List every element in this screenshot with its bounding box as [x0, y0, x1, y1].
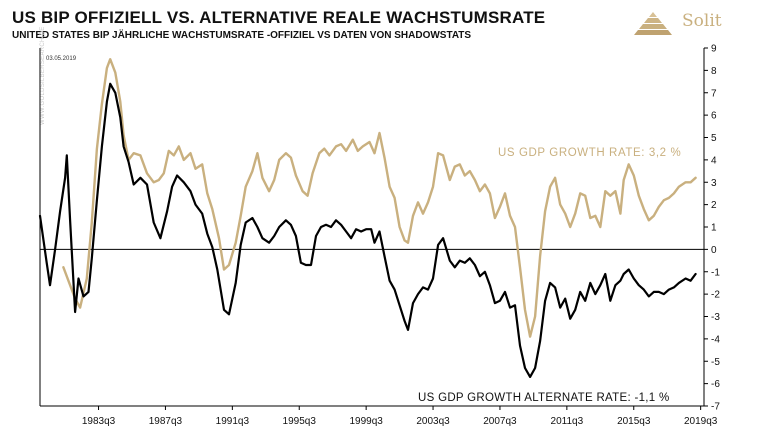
x-tick-label: 2015q3 [617, 416, 651, 427]
y-tick-label: 1 [711, 223, 717, 234]
y-tick-label: -6 [711, 379, 720, 390]
x-tick-label: 1987q3 [149, 416, 183, 427]
y-tick-label: 2 [711, 200, 717, 211]
x-tick-label: 2003q3 [416, 416, 450, 427]
x-tick-label: 2019q3 [684, 416, 718, 427]
y-tick-label: 3 [711, 178, 717, 189]
official-rate-label: US GDP GROWTH RATE: 3,2 % [498, 147, 681, 159]
y-axis: 9 8 7 6 5 4 3 2 1 0 -1 -2 -3 -4 -5 -6 -7 [704, 44, 720, 413]
x-tick-label: 2007q3 [483, 416, 517, 427]
y-tick-label: -2 [711, 290, 720, 301]
x-tick-label: 1991q3 [216, 416, 250, 427]
y-tick-label: 8 [711, 66, 717, 77]
alternate-rate-label: US GDP GROWTH ALTERNATE RATE: -1,1 % [418, 392, 670, 404]
brand-name: Solit [682, 11, 722, 31]
y-tick-label: 5 [711, 133, 717, 144]
chart-title: US BIP OFFIZIELL VS. ALTERNATIVE REALE W… [12, 8, 546, 27]
alternate-growth-line [38, 82, 697, 378]
y-tick-label: 4 [711, 155, 717, 166]
official-growth-line [62, 58, 697, 338]
plot-frame [39, 48, 705, 407]
y-tick-label: -3 [711, 312, 720, 323]
y-tick-label: 9 [711, 44, 717, 55]
y-tick-label: -4 [711, 334, 720, 345]
y-tick-label: -1 [711, 267, 720, 278]
x-tick-label: 1999q3 [349, 416, 383, 427]
x-tick-label: 1995q3 [283, 416, 317, 427]
pyramid-icon [634, 12, 672, 35]
y-tick-label: -5 [711, 357, 720, 368]
x-axis: 1983q3 1987q3 1991q3 1995q3 1999q3 2003q3 2007… [82, 406, 718, 427]
y-tick-label: 7 [711, 88, 717, 99]
chart-subtitle: UNITED STATES BIP JÄHRLICHE WACHSTUMSRAT… [12, 30, 472, 41]
y-tick-label: -7 [711, 402, 720, 413]
date-label: 03.05.2019 [46, 56, 77, 62]
series-group [38, 58, 697, 378]
x-tick-label: 2011q3 [551, 416, 584, 427]
x-tick-label: 1983q3 [82, 416, 116, 427]
solit-logo: Solit [628, 10, 758, 40]
y-tick-label: 6 [711, 111, 717, 122]
y-tick-label: 0 [711, 245, 717, 256]
